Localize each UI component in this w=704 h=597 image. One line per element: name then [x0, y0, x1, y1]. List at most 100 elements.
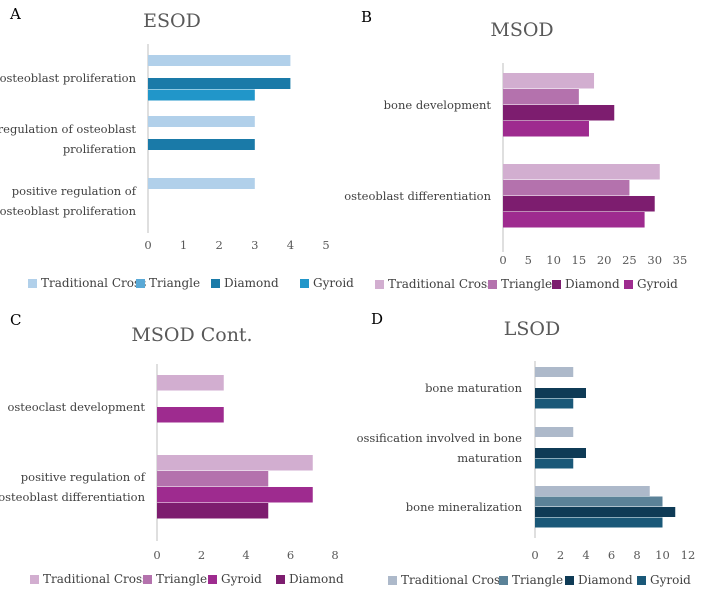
bar	[148, 116, 255, 127]
x-tick-label: 10	[655, 548, 670, 562]
legend-label: Gyroid	[650, 573, 691, 587]
legend-label: Gyroid	[637, 277, 678, 291]
legend-swatch	[136, 279, 145, 288]
x-tick-label: 8	[633, 548, 640, 562]
legend-label: Diamond	[578, 573, 633, 587]
x-tick-label: 8	[331, 548, 338, 562]
bar	[503, 73, 595, 89]
bar	[148, 89, 255, 101]
category-label: ossification involved in bone	[357, 431, 523, 445]
bar	[157, 503, 269, 519]
legend-label: Triangle	[501, 277, 552, 291]
legend-swatch	[300, 279, 309, 288]
x-tick-label: 0	[144, 238, 151, 252]
x-tick-label: 30	[647, 253, 662, 267]
x-tick-label: 2	[216, 238, 223, 252]
chart-panel-b: B MSOD 0 5 10 15 20 25 30 35 bone development osteo…	[344, 8, 687, 291]
legend-label: Triangle	[156, 572, 207, 586]
x-tick-label: 15	[572, 253, 587, 267]
x-tick-label: 4	[582, 548, 589, 562]
bar	[148, 139, 255, 150]
legend-label: Diamond	[224, 276, 279, 290]
bar	[148, 78, 291, 89]
bar	[157, 407, 224, 423]
bar	[148, 55, 291, 66]
panel-letter: B	[361, 8, 372, 26]
bar	[503, 121, 589, 137]
x-tick-label: 25	[622, 253, 637, 267]
panel-letter: D	[371, 310, 383, 328]
bar	[535, 496, 663, 507]
chart-panel-a: A ESOD 0 1 2 3 4 5 osteoblast proliferation regul…	[0, 5, 354, 290]
category-label: bone development	[384, 98, 492, 112]
panel-letter: C	[10, 311, 21, 329]
category-label: regulation of osteoblast	[0, 122, 136, 136]
bar	[535, 388, 586, 398]
x-tick-label: 10	[546, 253, 561, 267]
x-tick-label: 3	[251, 238, 258, 252]
bar	[503, 164, 660, 180]
x-tick-label: 5	[525, 253, 532, 267]
legend-label: Triangle	[149, 276, 200, 290]
category-label: positive regulation of	[12, 184, 137, 198]
category-label: osteoblast proliferation	[0, 204, 137, 218]
legend-label: Triangle	[512, 573, 563, 587]
x-tick-label: 1	[180, 238, 187, 252]
bar	[535, 398, 574, 409]
legend-label: Traditional Cross	[401, 573, 506, 587]
legend-swatch	[499, 576, 508, 585]
chart-panel-d: D LSOD 0 2 4 6 8 10 12 bone maturation ossificatio…	[357, 310, 696, 587]
category-label: proliferation	[63, 142, 137, 156]
legend-swatch	[624, 280, 633, 289]
legend-label: Traditional Cross	[388, 277, 493, 291]
x-tick-label: 6	[287, 548, 294, 562]
bar	[535, 367, 574, 377]
bar	[503, 105, 615, 121]
bar	[157, 375, 224, 391]
category-label: osteoblast proliferation	[0, 71, 137, 85]
legend-swatch	[208, 575, 217, 584]
legend-swatch	[565, 576, 574, 585]
x-tick-label: 12	[681, 548, 696, 562]
bar	[535, 458, 574, 469]
x-tick-label: 6	[608, 548, 615, 562]
legend-label: Gyroid	[313, 276, 354, 290]
x-tick-label: 4	[287, 238, 294, 252]
x-tick-label: 0	[531, 548, 538, 562]
bar	[535, 427, 574, 437]
legend-swatch	[375, 280, 384, 289]
panel-letter: A	[9, 5, 21, 23]
legend-label: Diamond	[289, 572, 344, 586]
bar	[503, 212, 645, 228]
bar	[535, 517, 663, 528]
category-label: bone mineralization	[406, 500, 523, 514]
legend-swatch	[637, 576, 646, 585]
legend-swatch	[143, 575, 152, 584]
legend-label: Traditional Cross	[43, 572, 148, 586]
category-label: bone maturation	[425, 381, 523, 395]
bar	[503, 180, 630, 196]
category-label: osteoclast development	[7, 400, 145, 414]
legend-swatch	[30, 575, 39, 584]
x-tick-label: 4	[242, 548, 249, 562]
x-tick-label: 2	[557, 548, 564, 562]
bar	[148, 178, 255, 189]
bar	[535, 448, 586, 458]
legend-swatch	[552, 280, 561, 289]
x-tick-label: 35	[673, 253, 688, 267]
x-tick-label: 0	[499, 253, 506, 267]
bar	[157, 455, 313, 471]
legend-swatch	[276, 575, 285, 584]
bar	[535, 486, 650, 496]
chart-title: LSOD	[504, 318, 560, 340]
x-tick-label: 2	[198, 548, 205, 562]
category-label: maturation	[457, 451, 522, 465]
legend-swatch	[28, 279, 37, 288]
category-label: osteoblast differentiation	[0, 490, 146, 504]
legend-swatch	[488, 280, 497, 289]
category-label: positive regulation of	[21, 470, 146, 484]
chart-title: MSOD	[490, 19, 553, 41]
bar	[503, 89, 579, 105]
chart-title: ESOD	[143, 10, 201, 32]
